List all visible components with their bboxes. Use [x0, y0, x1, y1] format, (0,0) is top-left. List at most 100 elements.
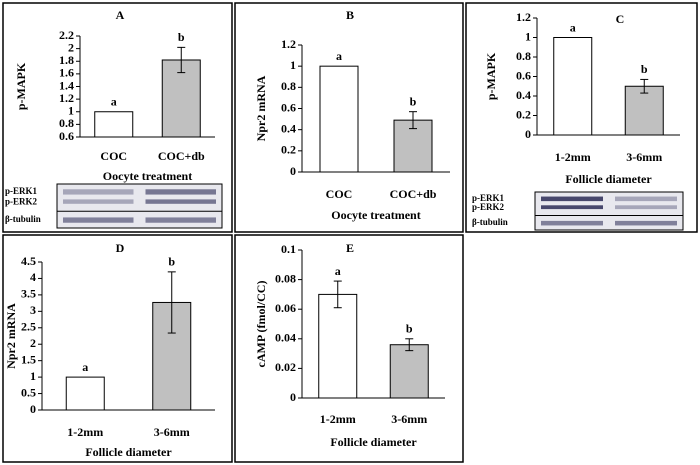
y-tick-label: 0.6 — [516, 68, 531, 82]
error-bar — [640, 78, 649, 94]
significance-letter: b — [641, 62, 648, 76]
y-tick-label: 0.5 — [21, 385, 36, 399]
y-tick-label: 0.6 — [281, 100, 296, 114]
y-tick-label: 1.2 — [516, 10, 531, 24]
x-tick-label: 1-2mm — [67, 425, 103, 439]
significance-letter: b — [168, 255, 175, 269]
x-tick-label: 3-6mm — [154, 425, 190, 439]
blot-band — [541, 205, 603, 210]
blot-label: p-ERK2 — [5, 197, 38, 207]
y-tick-label: 1.5 — [21, 352, 36, 366]
y-axis-title: p-MAPK — [14, 62, 28, 110]
x-tick-label: 1-2mm — [320, 412, 356, 426]
blot-label: p-ERK2 — [472, 202, 505, 212]
significance-letter: a — [111, 95, 117, 109]
blot-band — [145, 189, 216, 195]
x-tick-label: 3-6mm — [626, 150, 662, 164]
y-tick-label: 4 — [30, 270, 36, 284]
blot-band — [615, 196, 677, 202]
bar — [318, 293, 358, 399]
y-tick-label: 1.4 — [59, 78, 74, 92]
panel-frame — [2, 2, 233, 233]
blot-band — [63, 217, 134, 223]
panel-frame — [2, 234, 233, 463]
y-tick-label: 0.4 — [281, 121, 296, 135]
panel-label: C — [616, 12, 625, 26]
significance-letter: b — [178, 30, 185, 44]
panel-label: A — [116, 8, 125, 22]
y-tick-label: 0.8 — [281, 79, 296, 93]
bar — [94, 111, 134, 138]
x-axis-title: Oocyte treatment — [331, 208, 420, 222]
y-tick-label: 0.08 — [275, 271, 296, 285]
significance-letter: a — [336, 49, 342, 63]
y-tick-label: 1.8 — [59, 53, 74, 67]
panel-label: E — [346, 241, 354, 255]
y-tick-label: 0.8 — [59, 116, 74, 130]
x-tick-label: 3-6mm — [391, 412, 427, 426]
y-tick-label: 0.1 — [281, 242, 296, 256]
y-tick-label: 0.2 — [281, 143, 296, 157]
blot-band — [615, 220, 677, 226]
y-tick-label: 1 — [68, 104, 74, 118]
y-tick-label: 0 — [290, 390, 296, 404]
y-tick-label: 3 — [30, 303, 36, 317]
blot-label: p-ERK1 — [472, 193, 505, 203]
y-tick-label: 4.5 — [21, 254, 36, 268]
y-tick-label: 2 — [30, 336, 36, 350]
y-tick-label: 0 — [30, 402, 36, 416]
y-tick-label: 0.06 — [275, 301, 296, 315]
error-bar — [177, 46, 186, 74]
y-axis-title: Npr2 mRNA — [4, 303, 18, 369]
y-tick-label: 0 — [525, 127, 531, 141]
y-tick-label: 0.02 — [275, 360, 296, 374]
y-tick-label: 0.04 — [275, 331, 296, 345]
significance-letter: a — [570, 20, 576, 34]
bar — [553, 37, 593, 136]
error-bar — [409, 111, 417, 130]
bar — [389, 344, 429, 399]
y-tick-label: 1.2 — [59, 91, 74, 105]
y-tick-label: 0.6 — [59, 129, 74, 143]
panel-frame — [234, 2, 464, 233]
y-tick-label: 0 — [290, 164, 296, 178]
y-tick-label: 1 — [525, 29, 531, 43]
significance-letter: b — [410, 94, 417, 108]
blot-band — [63, 189, 134, 195]
x-tick-label: COC+db — [158, 149, 205, 163]
y-tick-label: 3.5 — [21, 287, 36, 301]
blot-band — [145, 199, 216, 204]
y-tick-label: 2.2 — [59, 28, 74, 42]
y-tick-label: 2.5 — [21, 320, 36, 334]
y-tick-label: 0.2 — [516, 107, 531, 121]
blot-label: β-tubulin — [5, 214, 41, 224]
blot-label: p-ERK1 — [5, 186, 38, 196]
y-axis-title: p-MAPK — [484, 52, 498, 100]
x-axis-title: Follicle diameter — [85, 445, 172, 459]
blot-band — [145, 217, 216, 223]
x-axis-title: Follicle diameter — [565, 172, 652, 186]
y-tick-label: 0.8 — [516, 49, 531, 63]
blot-band — [541, 220, 603, 226]
panel-frame — [465, 2, 698, 233]
significance-letter: a — [335, 264, 341, 278]
x-tick-label: 1-2mm — [555, 150, 591, 164]
y-tick-label: 1 — [290, 58, 296, 72]
significance-letter: a — [82, 360, 88, 374]
bar — [319, 65, 359, 173]
y-axis-title: Npr2 mRNA — [254, 75, 268, 141]
y-tick-label: 0.4 — [516, 88, 531, 102]
error-bar — [333, 280, 342, 309]
y-tick-label: 1 — [30, 369, 36, 383]
y-tick-label: 1.2 — [281, 37, 296, 51]
panel-label: B — [346, 8, 354, 22]
error-bar — [405, 338, 414, 352]
x-tick-label: COC — [326, 187, 353, 201]
bar — [624, 85, 664, 136]
blot-band — [615, 205, 677, 210]
y-axis-title: cAMP (fmol/CC) — [254, 281, 268, 368]
panel-frame — [234, 234, 464, 463]
x-tick-label: COC — [100, 149, 127, 163]
x-axis-title: Follicle diameter — [330, 435, 417, 449]
